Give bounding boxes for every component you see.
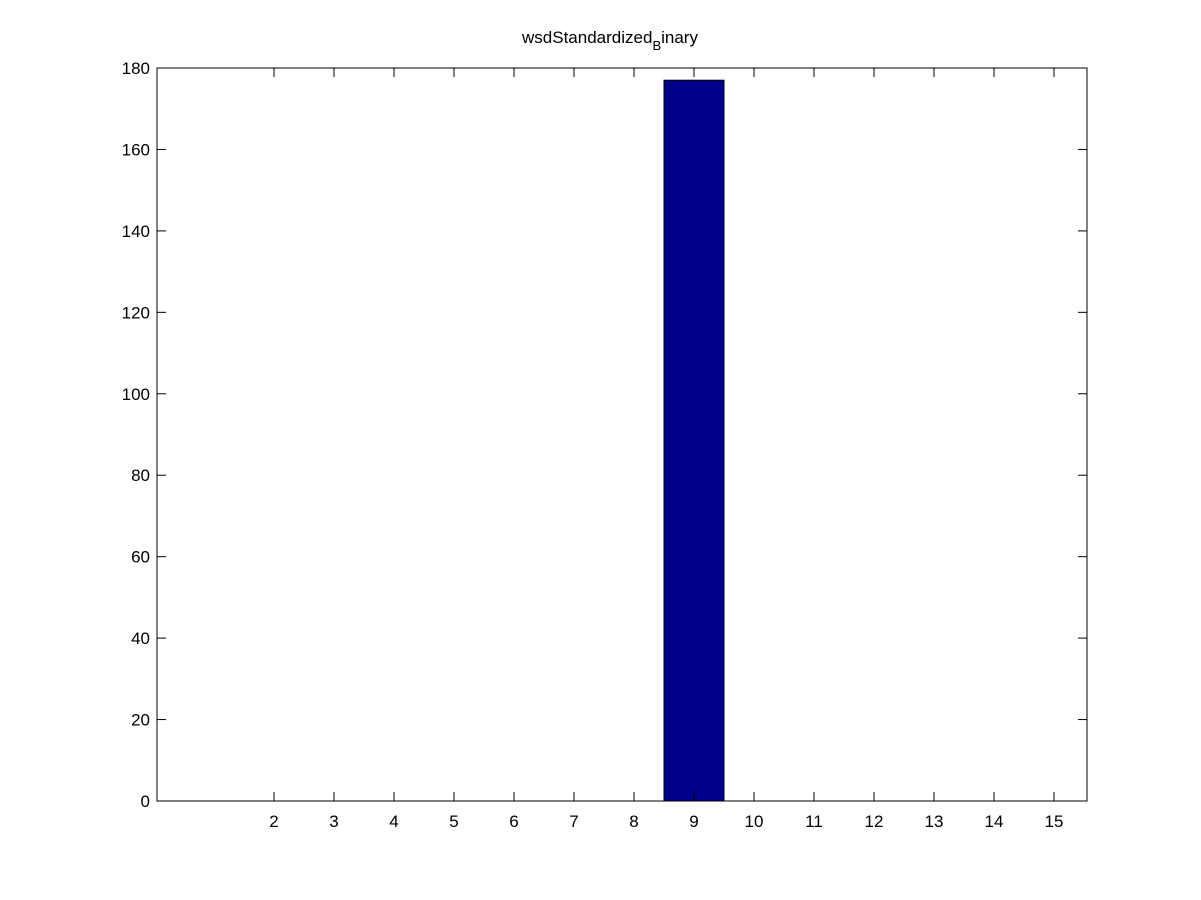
x-tick-label: 8 — [629, 812, 638, 831]
x-tick-label: 5 — [449, 812, 458, 831]
x-tick-label: 2 — [269, 812, 278, 831]
chart-title: wsdStandardizedBinary — [521, 28, 698, 53]
x-tick-label: 7 — [569, 812, 578, 831]
plot-area-frame — [156, 67, 1088, 802]
x-tick-label: 11 — [805, 812, 823, 831]
chart-title-suffix: inary — [661, 28, 698, 47]
x-tick-label: 13 — [925, 812, 944, 831]
y-tick-label: 180 — [122, 59, 150, 78]
y-tick-label: 20 — [131, 711, 150, 730]
x-tick-label: 15 — [1045, 812, 1064, 831]
y-tick-labels: 0 20 40 60 80 100 120 140 160 180 — [122, 59, 150, 811]
chart-title-main: wsdStandardized — [521, 28, 652, 47]
y-tick-label: 140 — [122, 222, 150, 241]
bar-9 — [663, 79, 725, 802]
x-tick-label: 10 — [745, 812, 764, 831]
x-tick-label: 3 — [329, 812, 338, 831]
ticks-group — [157, 67, 1087, 802]
x-tick-label: 14 — [985, 812, 1004, 831]
y-tick-label: 160 — [122, 140, 150, 159]
x-tick-labels: 2 3 4 5 6 7 8 9 10 11 12 13 14 15 — [269, 812, 1063, 831]
x-tick-label: 4 — [389, 812, 398, 831]
y-tick-label: 100 — [122, 385, 150, 404]
bars-group — [663, 79, 725, 802]
y-tick-label: 120 — [122, 303, 150, 322]
y-tick-label: 60 — [131, 548, 150, 567]
x-tick-label: 9 — [689, 812, 698, 831]
chart-title-subscript: B — [652, 38, 661, 53]
y-tick-label: 80 — [131, 466, 150, 485]
x-tick-label: 6 — [509, 812, 518, 831]
y-tick-label: 40 — [131, 629, 150, 648]
y-tick-label: 0 — [141, 792, 150, 811]
x-tick-label: 12 — [865, 812, 884, 831]
